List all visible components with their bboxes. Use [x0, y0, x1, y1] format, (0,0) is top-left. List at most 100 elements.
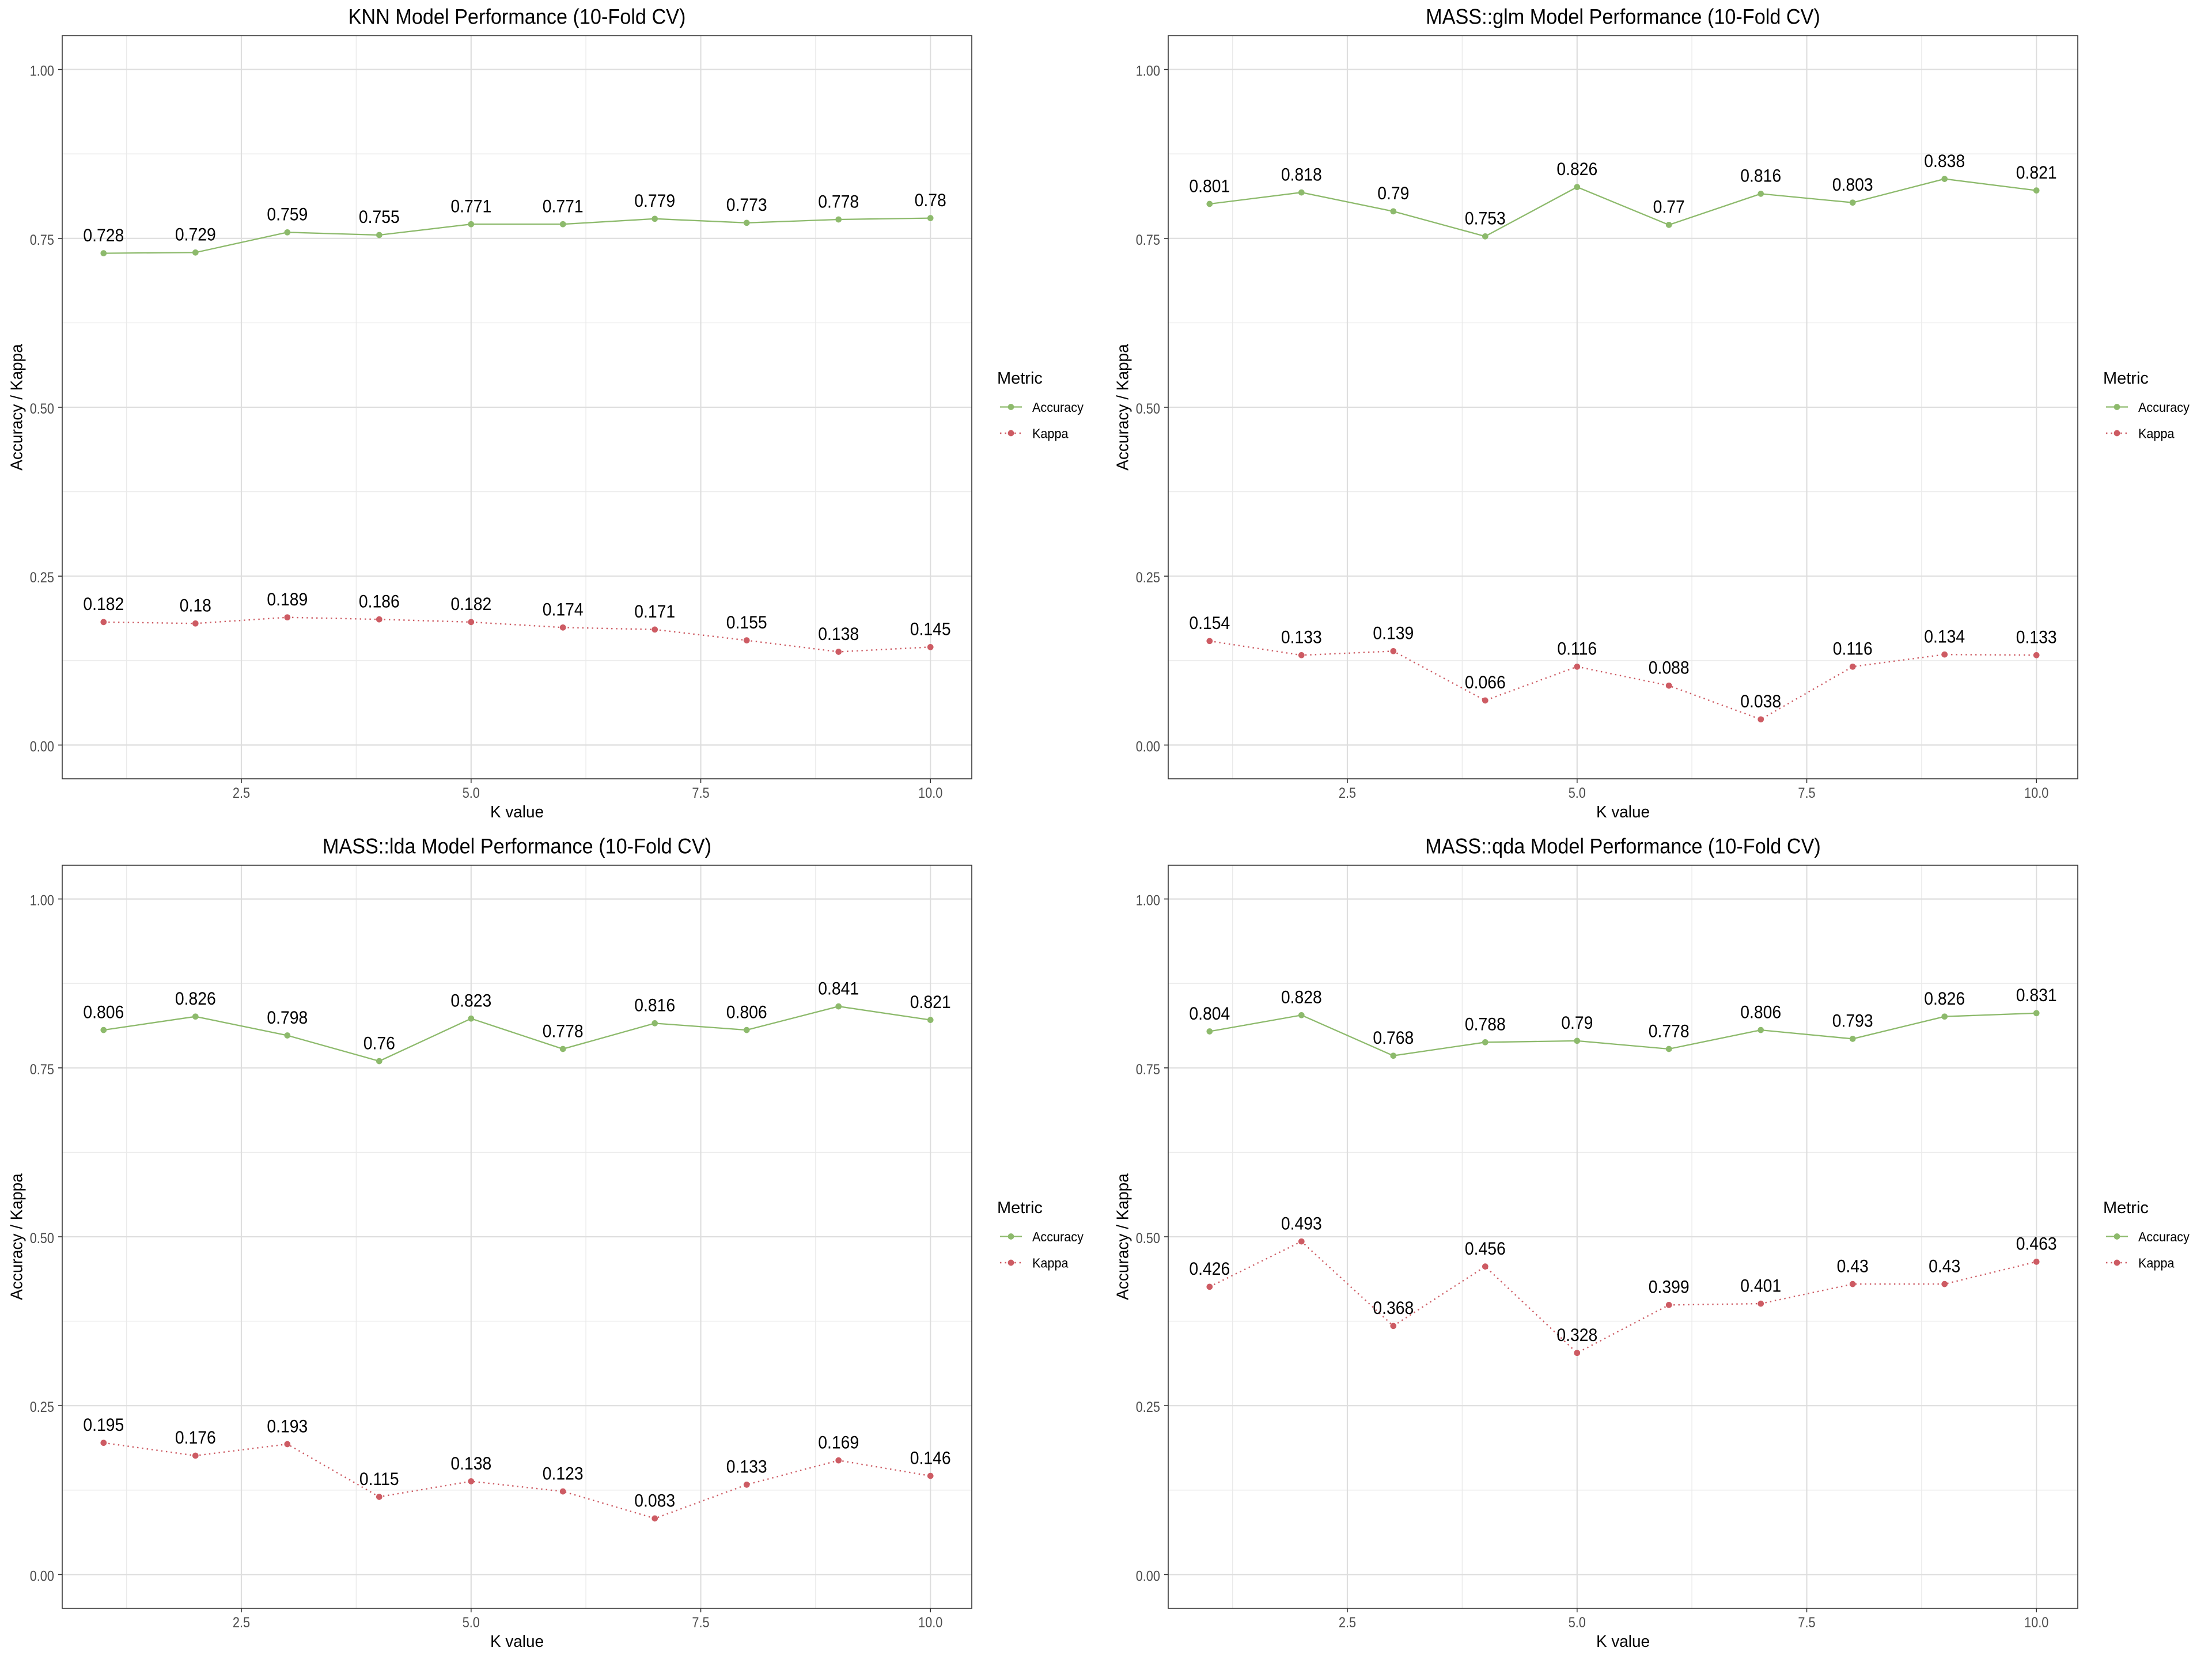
- svg-text:0.768: 0.768: [1373, 1027, 1414, 1048]
- svg-text:Kappa: Kappa: [2138, 1255, 2175, 1270]
- svg-text:0.456: 0.456: [1465, 1238, 1506, 1259]
- svg-text:0.195: 0.195: [83, 1414, 124, 1435]
- svg-text:7.5: 7.5: [1798, 785, 1815, 801]
- svg-text:0.778: 0.778: [543, 1020, 584, 1041]
- svg-text:0.25: 0.25: [30, 570, 54, 586]
- svg-text:0.401: 0.401: [1740, 1275, 1781, 1296]
- svg-text:0.75: 0.75: [1136, 232, 1160, 248]
- svg-text:7.5: 7.5: [1798, 1615, 1815, 1631]
- svg-text:Metric: Metric: [2103, 1199, 2149, 1217]
- svg-text:5.0: 5.0: [1569, 1615, 1586, 1631]
- svg-text:0.186: 0.186: [359, 591, 400, 612]
- svg-text:0.728: 0.728: [83, 225, 124, 245]
- svg-text:0.116: 0.116: [1833, 638, 1873, 659]
- svg-text:0.816: 0.816: [1740, 165, 1781, 186]
- svg-text:0.138: 0.138: [450, 1453, 491, 1474]
- svg-text:0.00: 0.00: [30, 738, 54, 755]
- svg-text:0.182: 0.182: [83, 593, 124, 614]
- svg-text:0.145: 0.145: [910, 619, 951, 639]
- svg-text:0.169: 0.169: [818, 1431, 859, 1452]
- svg-text:0.133: 0.133: [2016, 627, 2057, 647]
- svg-text:0.75: 0.75: [30, 232, 54, 248]
- svg-text:Kappa: Kappa: [1032, 1255, 1069, 1270]
- svg-text:0.826: 0.826: [1924, 988, 1965, 1009]
- svg-text:2.5: 2.5: [233, 785, 250, 801]
- svg-text:0.00: 0.00: [1136, 738, 1160, 755]
- svg-text:0.18: 0.18: [180, 595, 211, 616]
- svg-text:0.115: 0.115: [359, 1468, 399, 1489]
- svg-text:0.803: 0.803: [1832, 174, 1873, 195]
- svg-text:0.755: 0.755: [359, 206, 400, 227]
- svg-text:1.00: 1.00: [30, 63, 54, 79]
- svg-text:10.0: 10.0: [918, 1615, 942, 1631]
- svg-text:7.5: 7.5: [692, 785, 709, 801]
- svg-text:0.155: 0.155: [726, 612, 767, 632]
- svg-text:0.788: 0.788: [1465, 1014, 1506, 1035]
- svg-text:0.493: 0.493: [1281, 1213, 1322, 1234]
- svg-text:0.50: 0.50: [1136, 1230, 1160, 1247]
- svg-text:Accuracy / Kappa: Accuracy / Kappa: [1113, 1173, 1132, 1300]
- svg-text:Accuracy: Accuracy: [2138, 400, 2190, 415]
- svg-text:0.189: 0.189: [267, 589, 308, 609]
- svg-text:0.798: 0.798: [267, 1007, 308, 1028]
- svg-text:0.133: 0.133: [1281, 627, 1322, 647]
- svg-text:5.0: 5.0: [1569, 785, 1586, 801]
- svg-text:0.79: 0.79: [1377, 183, 1409, 203]
- svg-text:0.00: 0.00: [1136, 1568, 1160, 1584]
- svg-text:0.50: 0.50: [30, 1230, 54, 1247]
- svg-text:0.771: 0.771: [543, 196, 584, 217]
- svg-text:0.804: 0.804: [1189, 1003, 1230, 1024]
- svg-text:0.823: 0.823: [450, 990, 491, 1011]
- svg-text:0.25: 0.25: [1136, 1399, 1160, 1415]
- svg-text:2.5: 2.5: [1339, 785, 1356, 801]
- svg-text:Metric: Metric: [997, 1199, 1043, 1217]
- svg-text:0.778: 0.778: [818, 191, 859, 211]
- svg-text:0.193: 0.193: [267, 1415, 308, 1436]
- svg-text:0.50: 0.50: [30, 401, 54, 417]
- svg-text:0.821: 0.821: [2016, 162, 2057, 183]
- svg-text:0.759: 0.759: [267, 204, 308, 225]
- svg-text:Kappa: Kappa: [1032, 426, 1069, 441]
- svg-text:0.838: 0.838: [1924, 150, 1965, 171]
- svg-text:0.123: 0.123: [543, 1463, 584, 1483]
- svg-text:0.79: 0.79: [1561, 1012, 1593, 1033]
- svg-text:0.368: 0.368: [1373, 1297, 1414, 1318]
- svg-text:0.328: 0.328: [1556, 1324, 1597, 1345]
- svg-text:0.753: 0.753: [1465, 208, 1506, 229]
- svg-text:0.821: 0.821: [910, 991, 951, 1012]
- svg-text:5.0: 5.0: [463, 785, 480, 801]
- svg-text:0.146: 0.146: [910, 1447, 951, 1468]
- svg-text:0.779: 0.779: [634, 190, 675, 211]
- svg-text:K value: K value: [490, 1632, 544, 1650]
- svg-text:1.00: 1.00: [1136, 893, 1160, 909]
- svg-text:2.5: 2.5: [233, 1615, 250, 1631]
- svg-text:0.25: 0.25: [30, 1399, 54, 1415]
- svg-text:Accuracy / Kappa: Accuracy / Kappa: [7, 344, 26, 471]
- svg-text:Metric: Metric: [2103, 369, 2149, 388]
- svg-text:Accuracy: Accuracy: [2138, 1229, 2190, 1244]
- svg-text:0.806: 0.806: [1740, 1001, 1781, 1022]
- svg-text:0.76: 0.76: [363, 1032, 395, 1053]
- svg-text:0.134: 0.134: [1924, 626, 1965, 647]
- svg-text:0.399: 0.399: [1649, 1277, 1690, 1297]
- svg-text:0.773: 0.773: [726, 194, 767, 215]
- svg-text:Metric: Metric: [997, 369, 1043, 388]
- svg-text:MASS::lda Model Performance (1: MASS::lda Model Performance (10-Fold CV): [323, 835, 711, 858]
- svg-text:0.139: 0.139: [1373, 623, 1414, 643]
- svg-text:0.771: 0.771: [450, 196, 491, 217]
- svg-text:0.793: 0.793: [1832, 1010, 1873, 1031]
- svg-text:K value: K value: [1596, 802, 1650, 821]
- svg-text:0.828: 0.828: [1281, 987, 1322, 1007]
- svg-text:0.066: 0.066: [1465, 672, 1506, 692]
- svg-text:0.43: 0.43: [1929, 1255, 1960, 1276]
- svg-text:K value: K value: [490, 802, 544, 821]
- svg-text:0.818: 0.818: [1281, 164, 1322, 184]
- svg-text:1.00: 1.00: [1136, 63, 1160, 79]
- svg-text:0.806: 0.806: [83, 1001, 124, 1022]
- svg-text:K value: K value: [1596, 1632, 1650, 1650]
- svg-text:0.841: 0.841: [818, 978, 859, 998]
- svg-text:0.78: 0.78: [915, 190, 946, 210]
- svg-text:0.174: 0.174: [543, 599, 584, 620]
- svg-text:0.154: 0.154: [1189, 612, 1230, 633]
- svg-text:0.25: 0.25: [1136, 570, 1160, 586]
